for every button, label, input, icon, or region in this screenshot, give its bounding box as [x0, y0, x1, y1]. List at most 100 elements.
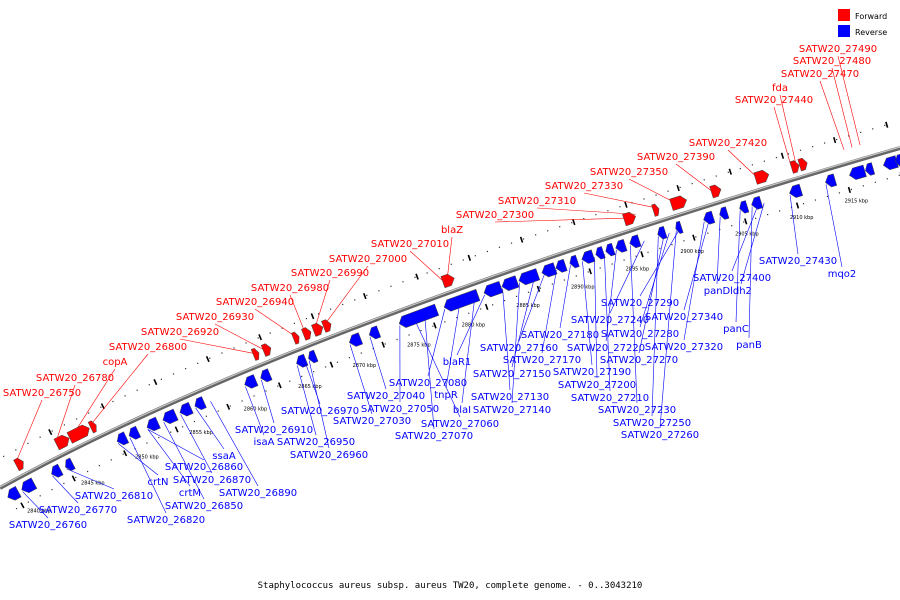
reverse-gene: [482, 281, 503, 298]
dot-reverse: [600, 267, 601, 268]
reverse-gene: [160, 409, 178, 426]
dot-forward: [860, 132, 861, 133]
leader-line: [196, 408, 224, 449]
dot-reverse: [707, 233, 708, 234]
gene-label: SATW20_26850: [165, 501, 243, 512]
dot-forward: [824, 142, 825, 143]
dot-reverse: [170, 432, 171, 433]
tick-label: 2915 kbp: [845, 198, 869, 204]
dot-forward: [872, 128, 873, 129]
major-tick: [782, 153, 784, 159]
dot-forward: [209, 358, 210, 359]
dot-reverse: [385, 343, 386, 344]
gene-label: SATW20_27230: [598, 405, 676, 416]
dot-forward: [607, 210, 608, 211]
gene-label: SATW20_27290: [601, 298, 679, 309]
gene-label: isaA: [254, 437, 275, 448]
dot-forward: [535, 234, 536, 235]
dot-reverse: [528, 292, 529, 293]
forward-gene: [261, 342, 273, 356]
reverse-gene: [306, 350, 318, 364]
dot-forward: [668, 191, 669, 192]
gene-label: blaR1: [443, 357, 472, 368]
dot-reverse: [313, 371, 314, 372]
dot-forward: [342, 304, 343, 305]
dot-forward: [800, 150, 801, 151]
dot-forward: [499, 247, 500, 248]
major-tick: [797, 203, 799, 209]
dot-reverse: [635, 256, 636, 257]
dot-reverse: [325, 366, 326, 367]
dot-forward: [680, 187, 681, 188]
forward-gene: [14, 456, 27, 470]
forward-gene: [710, 184, 723, 198]
dot-forward: [378, 290, 379, 291]
major-tick: [416, 274, 418, 280]
reverse-gene: [242, 375, 258, 391]
gene-label: SATW20_27220: [567, 343, 645, 354]
dot-reverse: [289, 381, 290, 382]
gene-label: SATW20_27250: [613, 418, 691, 429]
reverse-gene: [517, 269, 540, 287]
gene-label: SATW20_27390: [637, 152, 715, 163]
major-tick: [834, 137, 836, 143]
dot-reverse: [265, 390, 266, 391]
major-tick: [102, 404, 105, 409]
dot-reverse: [659, 248, 660, 249]
tick-label: 2865 kbp: [298, 384, 322, 390]
leader-line: [606, 250, 616, 341]
dot-forward: [523, 238, 524, 239]
gene-label: mqo2: [828, 269, 857, 280]
dot-reverse: [361, 352, 362, 353]
dot-reverse: [444, 321, 445, 322]
leader-line: [741, 203, 764, 284]
dot-reverse: [671, 244, 672, 245]
leader-line: [410, 251, 442, 280]
gene-label: SATW20_27470: [781, 69, 859, 80]
dot-forward: [439, 268, 440, 269]
gene-label: SATW20_26950: [277, 437, 355, 448]
gene-label: copA: [103, 357, 128, 368]
dot-reverse: [242, 400, 243, 401]
dot-reverse: [99, 465, 100, 466]
gene-label: SATW20_27180: [521, 330, 599, 341]
gene-label: SATW20_27080: [389, 378, 467, 389]
dot-reverse: [504, 300, 505, 301]
dot-reverse: [815, 199, 816, 200]
gene-label: SATW20_27140: [473, 405, 551, 416]
forward-gene: [622, 211, 637, 226]
gene-label: SATW20_27480: [793, 56, 871, 67]
major-tick: [154, 379, 156, 384]
dot-reverse: [337, 362, 338, 363]
gene-label: SATW20_27010: [371, 239, 449, 250]
dot-reverse: [182, 426, 183, 427]
gene-label: SATW20_27200: [558, 380, 636, 391]
dot-forward: [704, 179, 705, 180]
dot-forward: [812, 146, 813, 147]
dot-reverse: [158, 437, 159, 438]
major-tick: [434, 323, 436, 329]
reverse-gene: [49, 464, 63, 479]
dot-forward: [306, 318, 307, 319]
dot-reverse: [230, 405, 231, 406]
dot-reverse: [516, 296, 517, 297]
gene-label: SATW20_27270: [600, 355, 678, 366]
major-tick: [311, 313, 313, 319]
major-tick: [625, 202, 627, 208]
leader-line: [728, 150, 756, 176]
dot-reverse: [803, 203, 804, 204]
reverse-gene: [258, 369, 272, 384]
gene-features: [5, 154, 900, 503]
reverse-gene: [5, 486, 21, 502]
dot-forward: [487, 251, 488, 252]
dot-forward: [655, 194, 656, 195]
major-tick: [49, 429, 52, 434]
legend-forward-swatch: [838, 9, 850, 21]
gene-label: SATW20_26980: [251, 283, 329, 294]
gene-label: SATW20_27030: [333, 416, 411, 427]
reverse-gene: [19, 478, 37, 495]
gene-label: SATW20_27430: [759, 256, 837, 267]
major-tick: [227, 404, 229, 410]
dot-forward: [619, 206, 620, 207]
dot-reverse: [397, 339, 398, 340]
